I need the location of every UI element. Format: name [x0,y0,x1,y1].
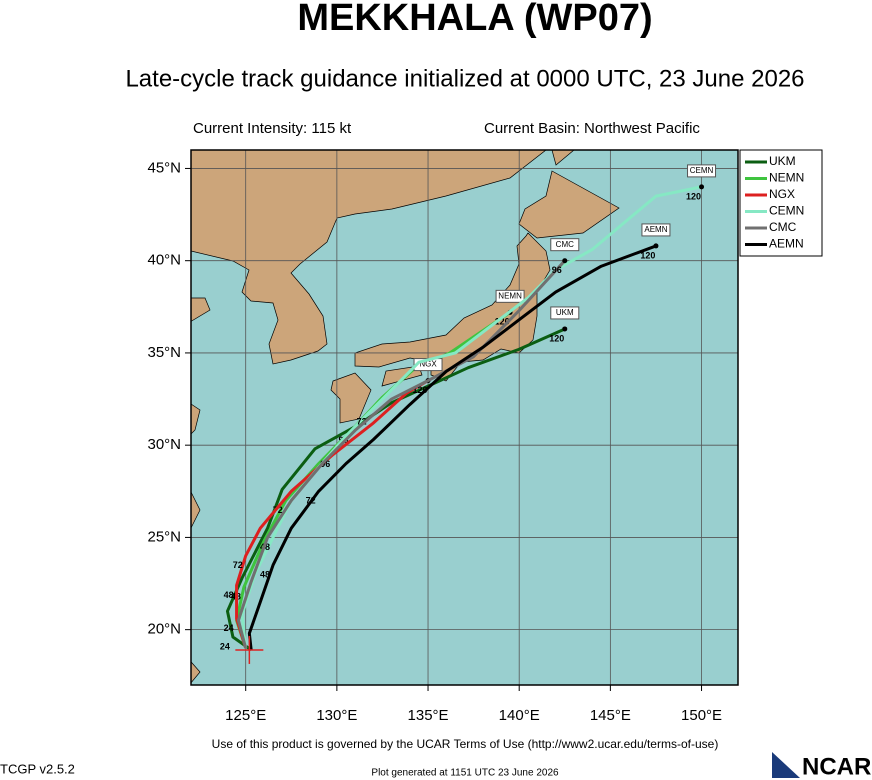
track-line [225,327,566,652]
sakhalin [551,150,575,166]
track-tag-box [550,306,580,320]
shandong [191,297,211,322]
track-tag: NGX [419,360,437,369]
land [191,150,620,684]
title: MEKKHALA (WP07) [297,0,652,39]
luzon [191,661,201,684]
hour-label: 120 [495,317,510,327]
track-line [247,244,657,651]
hour-label: 72 [357,416,367,426]
legend-label: UKM [769,154,796,168]
tracks: 24120UKM487296120NEMN24487296120NGX48721… [220,164,717,664]
hour-label: 72 [233,560,243,570]
hour-label: 72 [306,496,316,506]
x-tick-label: 125°E [225,707,266,724]
hour-label: 96 [320,459,330,469]
china-coast [191,403,201,435]
hokkaido [518,170,620,239]
y-tick-label: 35°N [147,344,181,361]
generated: Plot generated at 1151 UTC 23 June 2026 [371,768,559,779]
terms: Use of this product is governed by the U… [212,737,719,751]
x-tick-label: 145°E [590,707,631,724]
track-tag: AEMN [644,225,667,234]
legend-label: CEMN [769,204,804,218]
y-tick-label: 25°N [147,528,181,545]
x-tick-label: 130°E [316,707,357,724]
legend-label: CMC [769,220,797,234]
legend-label: NEMN [769,171,804,185]
y-tick-label: 45°N [147,159,181,176]
basin: Current Basin: Northwest Pacific [484,120,700,137]
hour-label: 24 [220,641,230,651]
y-tick-label: 20°N [147,621,181,638]
taiwan [191,491,201,529]
hour-label: 48 [260,569,270,579]
track-tag-box [641,223,671,237]
intensity: Current Intensity: 115 kt [193,120,352,137]
x-tick-label: 135°E [408,707,449,724]
track-end [562,258,568,264]
hour-label: 72 [273,505,283,515]
track-tag: CEMN [690,166,714,175]
track-end [699,184,705,190]
hour-label: 120 [413,385,428,395]
map-frame [190,149,739,686]
track-tag: CMC [556,240,574,249]
logo: NCAR [802,753,871,780]
kyushu [330,372,372,424]
hour-label: 120 [549,333,564,343]
track-tag-box [550,238,580,252]
subtitle: Late-cycle track guidance initialized at… [125,65,804,92]
hour-label: 96 [552,265,562,275]
y-tick-label: 40°N [147,252,181,269]
hour-label: 48 [224,590,234,600]
track-end [653,243,659,249]
track-line [235,379,429,649]
legend: UKM NEMN NGX CEMN CMC AEMN [739,149,823,257]
hour-label: 120 [640,250,655,260]
x-tick-label: 150°E [681,707,722,724]
legend-box [739,149,823,257]
hour-label: 24 [224,623,234,633]
version: TCGP v2.5.2 [0,761,75,776]
legend-label: AEMN [769,237,804,251]
y-tick-label: 30°N [147,436,181,453]
grid [185,150,738,691]
logo-mark [772,752,800,778]
hour-label: 120 [686,191,701,201]
x-tick-label: 140°E [499,707,540,724]
track-tag: UKM [556,308,574,317]
track-tag-box [495,289,525,303]
track-tag: NEMN [498,291,522,300]
track-end [562,326,568,332]
legend-label: NGX [769,187,795,201]
track-tag-box [687,164,717,178]
mainland [191,150,547,365]
track-line [240,185,702,649]
